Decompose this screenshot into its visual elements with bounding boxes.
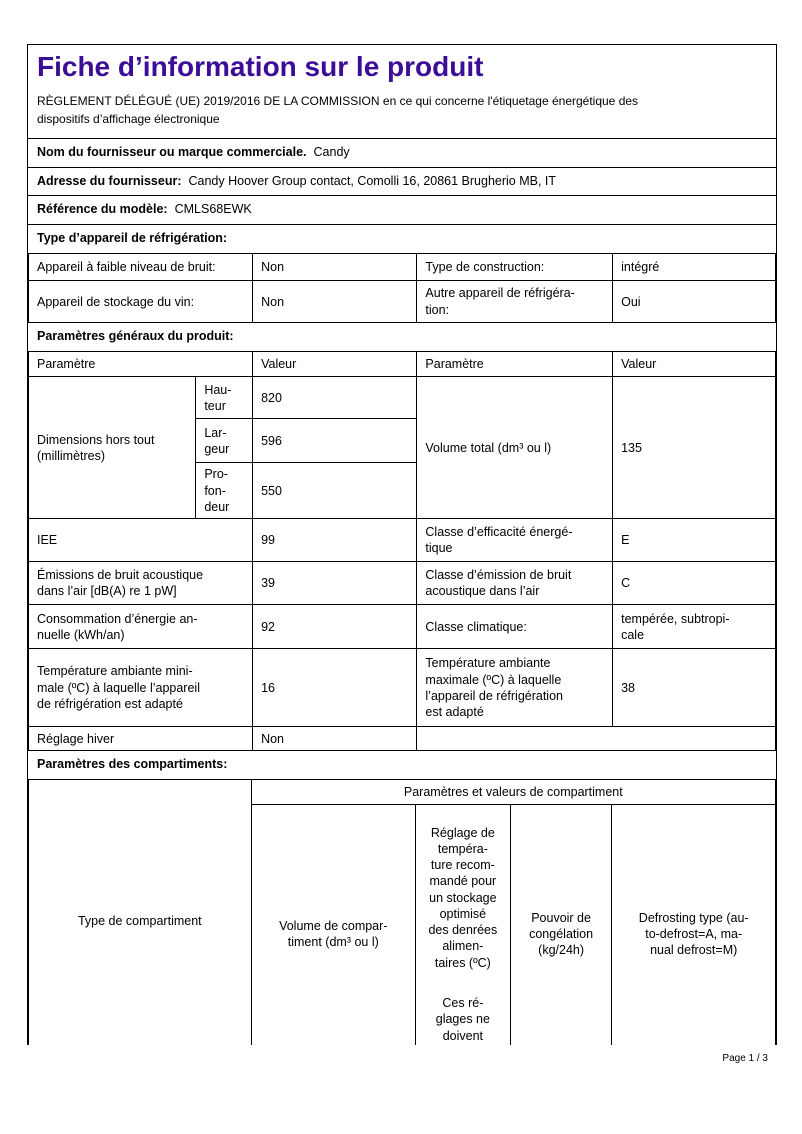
table-row: Consommation d’énergie an- nuelle (kWh/a… [28, 604, 776, 650]
param-header-cell: Paramètre [28, 351, 254, 378]
page-number: Page 1 / 3 [722, 1053, 768, 1064]
noise-label-cell: Émissions de bruit acoustique dans l’air… [28, 561, 254, 606]
construction-label-cell: Type de construction: [416, 253, 614, 282]
other-appliance-label-cell: Autre appareil de réfrigéra- tion: [416, 280, 614, 324]
temp-max-label-cell: Température ambiante maximale (ºC) à laq… [416, 648, 614, 728]
construction-value-cell: intégré [612, 253, 776, 282]
iee-label-cell: IEE [28, 518, 254, 563]
general-parameters-table: Paramètre Valeur Paramètre Valeur Dimens… [28, 351, 776, 752]
winter-setting-label-cell: Réglage hiver [28, 726, 254, 752]
supplier-name-label: Nom du fournisseur ou marque commerciale… [37, 145, 307, 160]
annual-energy-label-cell: Consommation d’énergie an- nuelle (kWh/a… [28, 604, 254, 650]
compartments-section-heading: Paramètres des compartiments: [28, 751, 776, 780]
table-header-row: Volume de compar- timent (dm³ ou l) Régl… [29, 804, 776, 1045]
compartment-temp-header-part1: Réglage de tempéra- ture recom- mandé po… [428, 825, 498, 970]
depth-label-cell: Pro- fon- deur [195, 462, 254, 520]
noise-class-label-cell: Classe d’émission de bruit acoustique da… [416, 561, 614, 606]
low-noise-value-cell: Non [252, 253, 418, 282]
temp-min-value-cell: 16 [252, 648, 418, 728]
winter-setting-value-cell: Non [252, 726, 418, 752]
compartment-volume-header-cell: Volume de compar- timent (dm³ ou l) [250, 804, 416, 1045]
compartment-group-header-cell: Paramètres et valeurs de compartiment [250, 779, 776, 806]
compartment-temp-header-cell: Réglage de tempéra- ture recom- mandé po… [414, 804, 511, 1045]
supplier-address-label: Adresse du fournisseur: [37, 173, 182, 188]
temp-max-value-cell: 38 [612, 648, 776, 728]
regulation-subtitle: RÈGLEMENT DÉLÉGUÉ (UE) 2019/2016 DE LA C… [37, 94, 639, 127]
annual-energy-value-cell: 92 [252, 604, 418, 650]
title-block: Fiche d’information sur le produit RÈGLE… [28, 45, 776, 140]
wine-storage-label-cell: Appareil de stockage du vin: [28, 280, 254, 324]
value-header-cell: Valeur [612, 351, 776, 378]
table-row: Émissions de bruit acoustique dans l’air… [28, 561, 776, 606]
supplier-address-row: Adresse du fournisseur: Candy Hoover Grou… [28, 168, 776, 197]
product-fiche-sheet: Fiche d’information sur le produit RÈGLE… [27, 44, 777, 1045]
supplier-name-value: Candy [313, 145, 350, 160]
wine-storage-value-cell: Non [252, 280, 418, 324]
compartment-freezing-header-cell: Pouvoir de congélation (kg/24h) [509, 804, 613, 1045]
compartment-defrost-header-cell: Defrosting type (au- to-defrost=A, ma- n… [611, 804, 776, 1045]
table-row: Pro- fon- deur 550 [29, 462, 776, 520]
table-row: Réglage hiver Non [28, 726, 776, 752]
general-section-heading: Paramètres généraux du produit: [28, 323, 776, 352]
climate-class-value-cell: tempérée, subtropi- cale [612, 604, 776, 650]
volume-value-cell: 135 [612, 376, 776, 520]
compartments-table: Type de compartiment Paramètres et valeu… [28, 779, 776, 1045]
noise-class-value-cell: C [612, 561, 776, 606]
type-section-heading: Type d’appareil de réfrigération: [28, 225, 776, 254]
compartment-type-header-cell: Type de compartiment [28, 779, 252, 1045]
width-label-cell: Lar- geur [195, 418, 254, 464]
compartment-temp-header-part2: Ces ré- glages ne doivent [435, 996, 490, 1043]
refrigeration-type-table: Appareil à faible niveau de bruit: Non T… [28, 253, 776, 324]
table-row: IEE 99 Classe d’efficacité énergé- tique… [28, 518, 776, 563]
width-value-cell: 596 [252, 418, 418, 464]
table-header-row: Paramètre Valeur Paramètre Valeur [28, 351, 776, 378]
dimensions-label-cell: Dimensions hors tout (millimètres) [28, 376, 197, 520]
table-row: Température ambiante mini- male (ºC) à l… [28, 648, 776, 728]
volume-label-cell: Volume total (dm³ ou l) [416, 376, 614, 520]
table-header-row: Type de compartiment Paramètres et valeu… [28, 779, 776, 1045]
supplier-address-value: Candy Hoover Group contact, Comolli 16, … [188, 173, 557, 188]
supplier-name-row: Nom du fournisseur ou marque commerciale… [28, 139, 776, 168]
table-row: Lar- geur 596 [29, 418, 776, 464]
noise-value-cell: 39 [252, 561, 418, 606]
empty-cell [416, 726, 776, 752]
table-row: Appareil à faible niveau de bruit: Non T… [28, 253, 776, 282]
value-header-cell: Valeur [252, 351, 418, 378]
model-reference-label: Référence du modèle: [37, 202, 168, 217]
energy-class-value-cell: E [612, 518, 776, 563]
model-reference-row: Référence du modèle: CMLS68EWK [28, 196, 776, 226]
table-row: Dimensions hors tout (millimètres) Hau- … [28, 376, 776, 520]
param-header-cell: Paramètre [416, 351, 614, 378]
climate-class-label-cell: Classe climatique: [416, 604, 614, 650]
temp-min-label-cell: Température ambiante mini- male (ºC) à l… [28, 648, 254, 728]
depth-value-cell: 550 [252, 462, 418, 520]
height-value-cell: 820 [252, 376, 418, 420]
page-title: Fiche d’information sur le produit [37, 51, 484, 82]
iee-value-cell: 99 [252, 518, 418, 563]
height-label-cell: Hau- teur [195, 376, 254, 420]
low-noise-label-cell: Appareil à faible niveau de bruit: [28, 253, 254, 282]
model-reference-value: CMLS68EWK [174, 202, 252, 217]
energy-class-label-cell: Classe d’efficacité énergé- tique [416, 518, 614, 563]
table-row: Appareil de stockage du vin: Non Autre a… [28, 280, 776, 324]
other-appliance-value-cell: Oui [612, 280, 776, 324]
